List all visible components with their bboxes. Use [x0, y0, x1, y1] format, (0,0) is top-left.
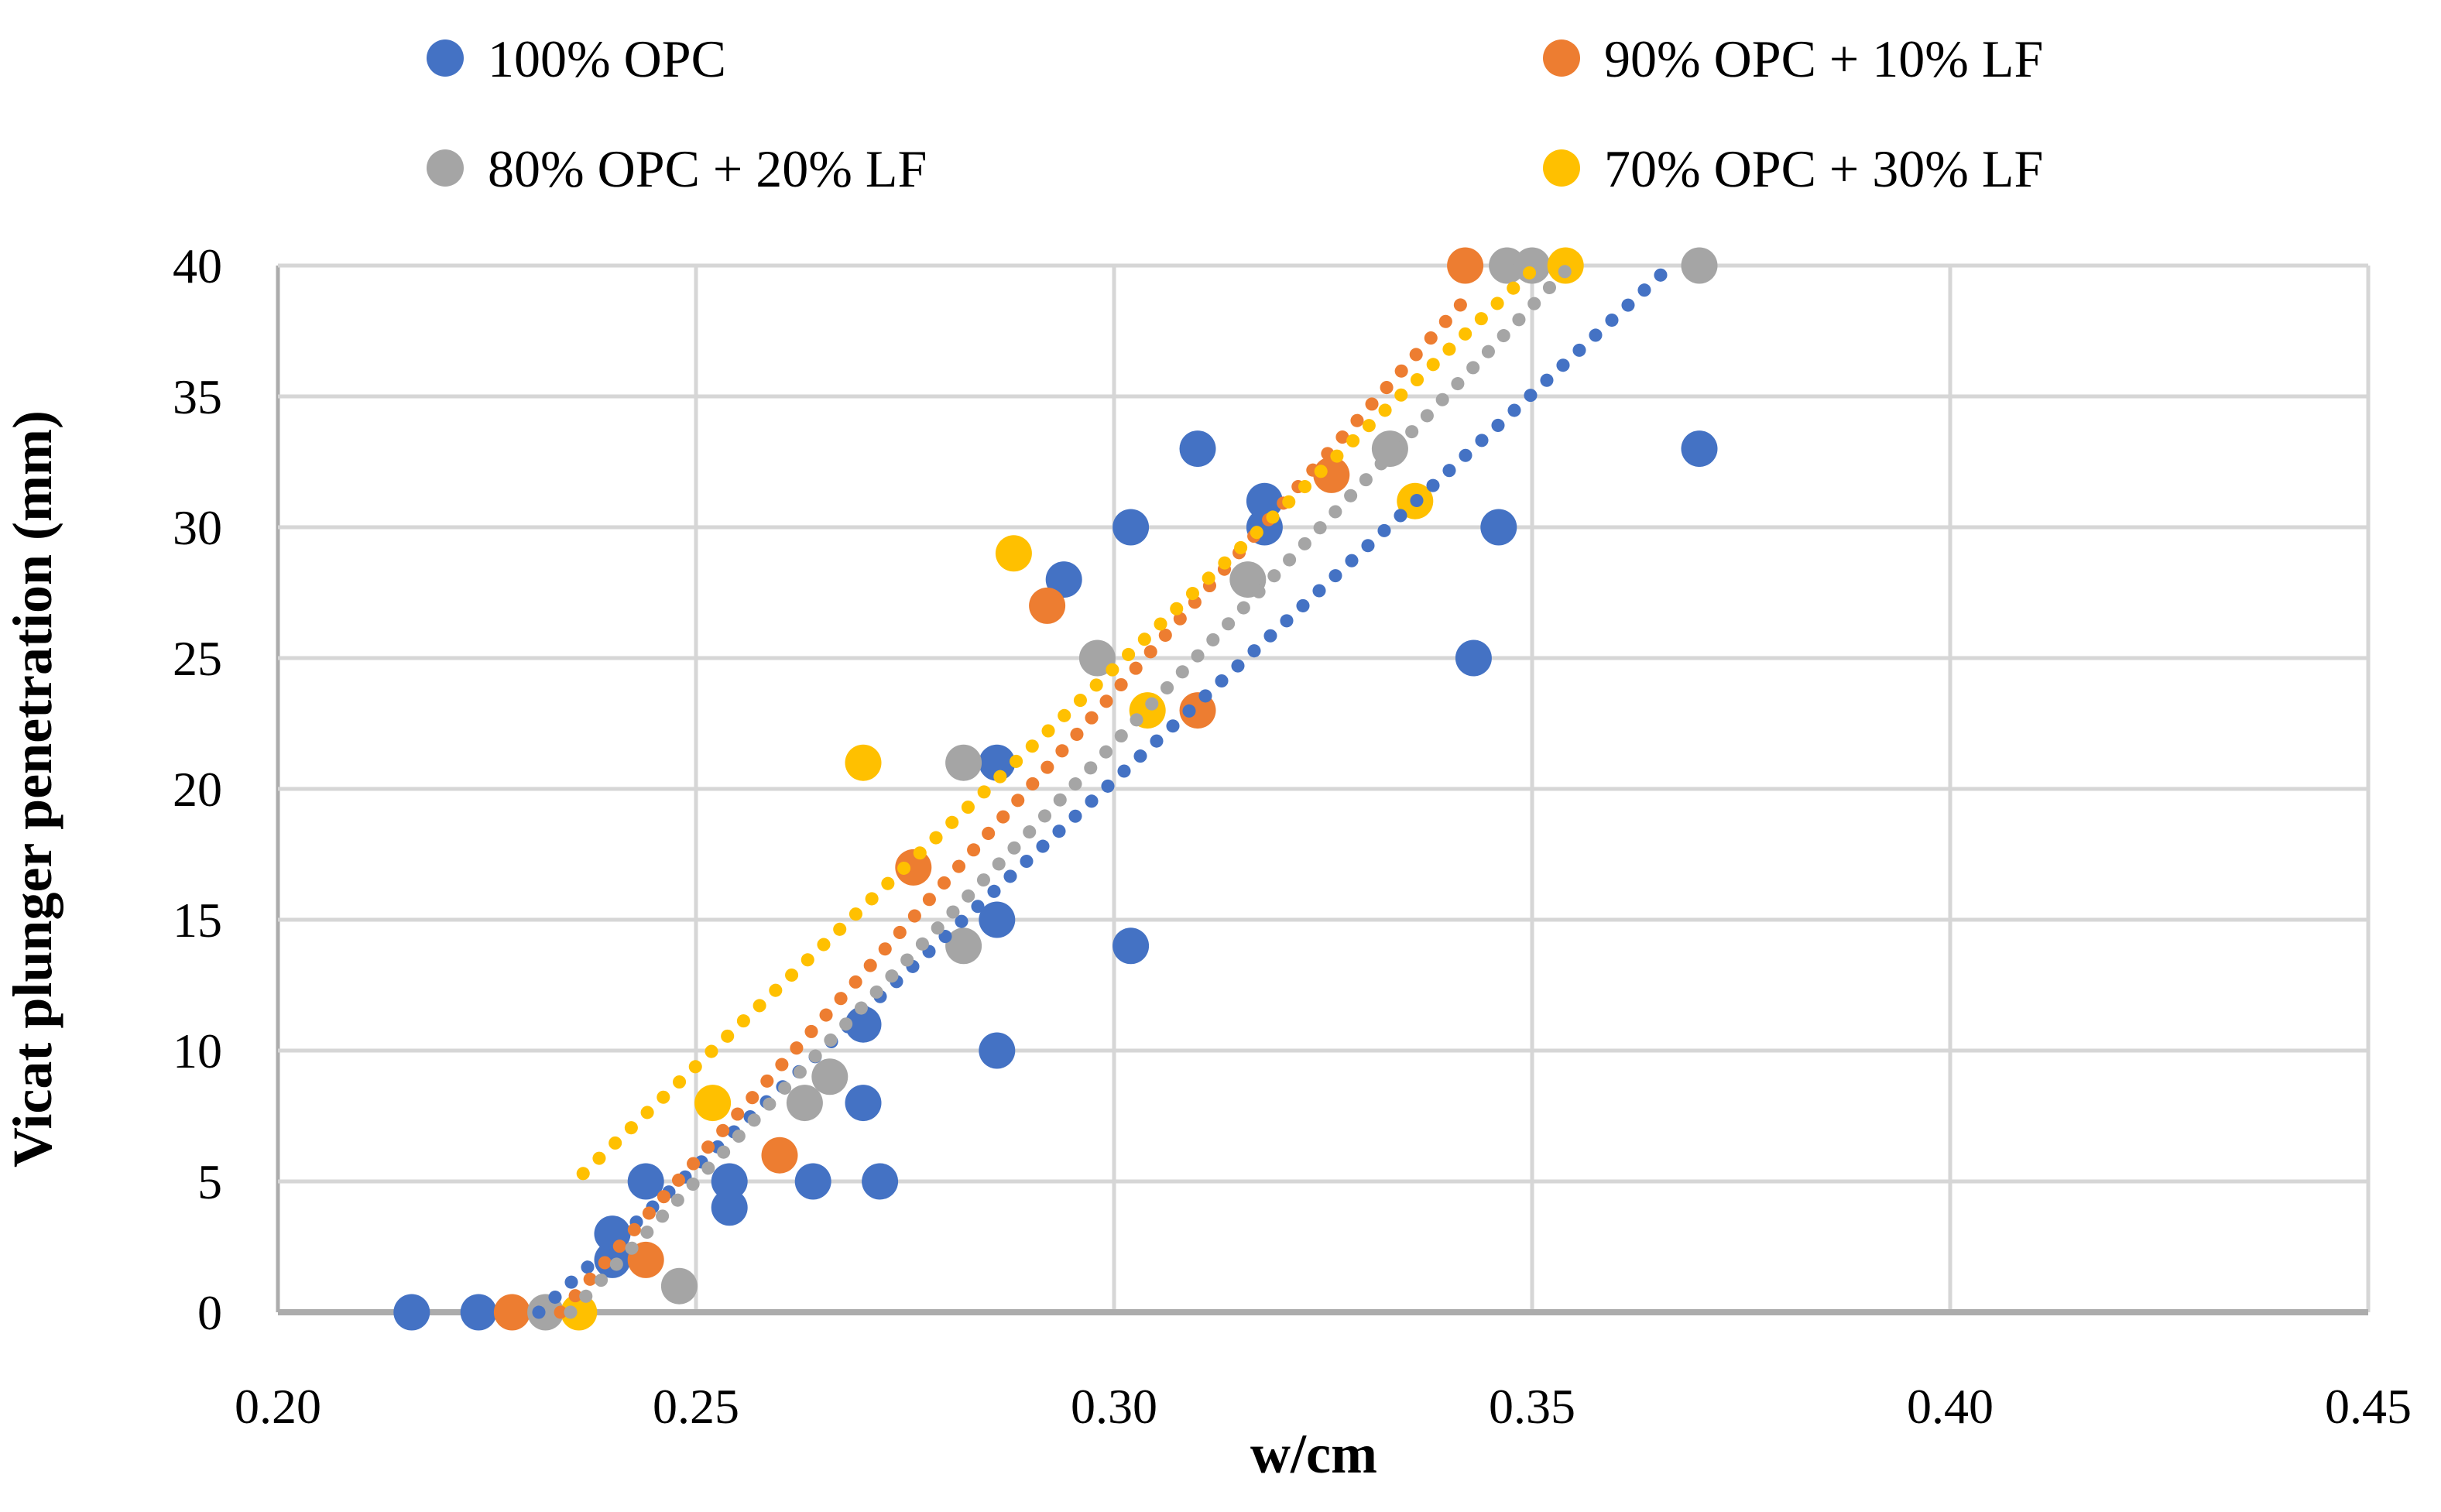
data-point-series-0 — [845, 1085, 882, 1122]
data-point-series-0 — [1246, 482, 1283, 519]
series-marker-icon — [427, 39, 464, 77]
series-marker-icon — [1543, 149, 1580, 187]
trendline-series-2 — [564, 259, 1578, 1319]
series-marker-icon — [427, 149, 464, 187]
data-point-series-0 — [627, 1163, 664, 1200]
x-tick-label: 0.20 — [235, 1379, 321, 1434]
legend-item-70-opc-30-lf: 70% OPC + 30% LF — [1543, 139, 2043, 198]
x-tick-label: 0.35 — [1489, 1379, 1575, 1434]
data-point-series-0 — [1681, 430, 1718, 468]
y-tick-label: 5 — [197, 1154, 222, 1209]
x-axis-title: w/cm — [1250, 1423, 1377, 1485]
data-point-series-2 — [660, 1267, 698, 1305]
data-point-series-0 — [1455, 639, 1492, 677]
data-point-series-0 — [1113, 509, 1150, 546]
data-point-series-3 — [995, 535, 1032, 572]
legend-item-label: 100% OPC — [488, 29, 726, 88]
data-point-series-0 — [862, 1163, 899, 1200]
data-point-series-1 — [1447, 247, 1484, 284]
data-point-series-1 — [1029, 587, 1066, 624]
data-point-series-0 — [460, 1294, 497, 1331]
data-points — [393, 247, 1718, 1331]
tick-labels: 0 5 10 15 20 25 30 35 40 0.20 0.25 0.30 0.35 0.40 0.45 — [173, 238, 2412, 1434]
x-tick-label: 0.45 — [2325, 1379, 2412, 1434]
trendline-series-1 — [554, 293, 1472, 1319]
legend-item-label: 70% OPC + 30% LF — [1604, 139, 2043, 198]
data-point-series-0 — [979, 744, 1016, 781]
data-point-series-0 — [393, 1294, 430, 1331]
data-point-series-2 — [811, 1058, 849, 1095]
trendline-series-0 — [532, 259, 1678, 1319]
y-tick-label: 40 — [173, 238, 222, 293]
legend-item-label: 90% OPC + 10% LF — [1604, 29, 2043, 88]
series-marker-icon — [1543, 39, 1580, 77]
gridlines — [276, 263, 2371, 1315]
data-point-series-0 — [1179, 430, 1216, 468]
data-point-series-0 — [845, 1006, 882, 1043]
y-tick-label: 10 — [173, 1023, 222, 1078]
data-point-series-0 — [711, 1163, 748, 1200]
x-tick-label: 0.40 — [1907, 1379, 1994, 1434]
data-point-series-0 — [1480, 509, 1517, 546]
trendlines — [532, 259, 1678, 1319]
y-tick-label: 30 — [173, 500, 222, 555]
data-point-series-0 — [794, 1163, 831, 1200]
y-tick-label: 20 — [173, 762, 222, 817]
legend-item-90-opc-10-lf: 90% OPC + 10% LF — [1543, 29, 2043, 88]
data-point-series-2 — [786, 1085, 823, 1122]
data-point-series-3 — [561, 1294, 598, 1331]
y-axis-title: Vicat plunger penetration (mm) — [2, 410, 63, 1167]
data-point-series-0 — [979, 901, 1016, 938]
data-point-series-3 — [845, 744, 882, 781]
data-point-series-1 — [493, 1294, 530, 1331]
data-point-series-3 — [694, 1085, 732, 1122]
y-tick-label: 25 — [173, 631, 222, 686]
data-point-series-2 — [1681, 247, 1718, 284]
data-point-series-0 — [979, 1032, 1016, 1069]
data-point-series-0 — [711, 1189, 748, 1226]
y-tick-label: 0 — [197, 1285, 222, 1340]
legend-item-80-opc-20-lf: 80% OPC + 20% LF — [427, 139, 927, 198]
data-point-series-0 — [1113, 927, 1150, 965]
legend-item-100-opc: 100% OPC — [427, 29, 726, 88]
data-point-series-2 — [945, 927, 982, 965]
legend: 100% OPC 90% OPC + 10% LF 80% OPC + 20% … — [427, 29, 2043, 198]
x-tick-label: 0.25 — [653, 1379, 739, 1434]
y-tick-label: 15 — [173, 893, 222, 948]
data-point-series-2 — [1489, 247, 1526, 284]
data-point-series-0 — [1045, 561, 1082, 598]
data-point-series-1 — [761, 1137, 798, 1174]
legend-item-label: 80% OPC + 20% LF — [488, 139, 927, 198]
trendline-series-3 — [576, 259, 1544, 1181]
data-point-series-2 — [945, 744, 982, 781]
data-point-series-2 — [1514, 247, 1551, 284]
y-tick-label: 35 — [173, 369, 222, 424]
x-tick-label: 0.30 — [1071, 1379, 1157, 1434]
